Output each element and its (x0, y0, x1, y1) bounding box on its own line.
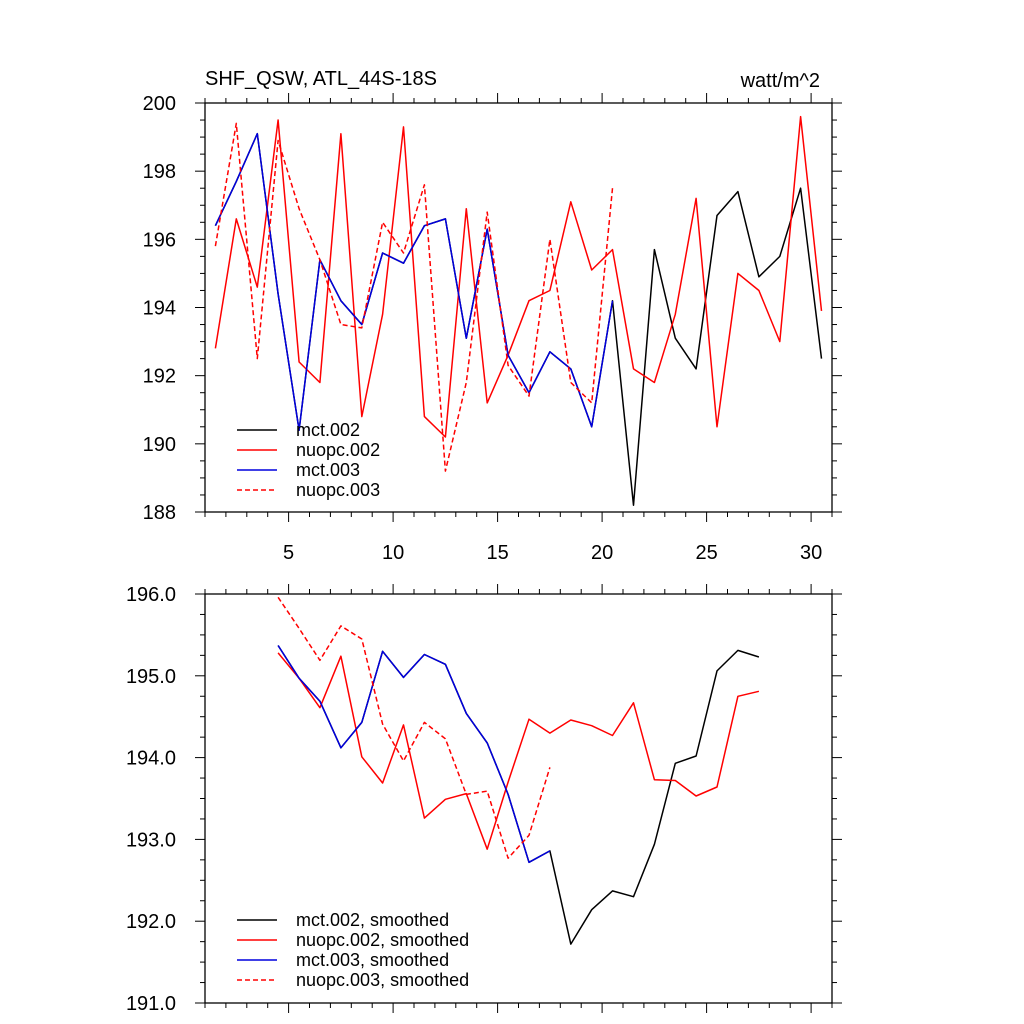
x-tick-label: 25 (695, 542, 717, 564)
top-panel-raw-series: 5 10 15 20 25 30 188 190 192 194 196 198 200 SHF_QSW,… (143, 68, 842, 564)
y-tick-label: 192.0 (126, 911, 176, 933)
x-tick-label: 5 (283, 542, 294, 564)
legend-label: mct.003, smoothed (296, 950, 449, 970)
y-tick-label: 194.0 (126, 748, 176, 770)
y-tick-label: 200 (143, 93, 176, 115)
y-tick-label: 196.0 (126, 584, 176, 606)
y-tick-label: 191.0 (126, 993, 176, 1015)
legend-label: mct.002 (296, 420, 360, 440)
y-tick-label: 192 (143, 366, 176, 388)
legend-label: mct.003 (296, 460, 360, 480)
series-line-nuopc-003 (214, 122, 614, 472)
y-tick-label: 195.0 (126, 666, 176, 688)
y-tick-label: 193.0 (126, 829, 176, 851)
legend-label: nuopc.002, smoothed (296, 930, 469, 950)
y-tick-label: 194 (143, 298, 176, 320)
y-tick-label: 196 (143, 229, 176, 251)
legend-label: nuopc.003 (296, 480, 380, 500)
legend-label: nuopc.002 (296, 440, 380, 460)
x-tick-label: 15 (486, 542, 508, 564)
series-line-nuopc-003-smoothed (277, 596, 551, 859)
units-label: watt/m^2 (740, 70, 820, 92)
series-line-mct-003 (214, 132, 614, 431)
y-tick-label: 188 (143, 502, 176, 524)
series-line-nuopc-002 (214, 115, 823, 438)
series-line-mct-002-smoothed (277, 645, 760, 945)
y-tick-label: 198 (143, 161, 176, 183)
series-line-nuopc-002-smoothed (277, 652, 760, 850)
series-line-mct-003-smoothed (277, 645, 551, 864)
x-tick-label: 10 (382, 542, 404, 564)
bottom-panel-smoothed-series: 191.0 192.0 193.0 194.0 195.0 196.0 mct.002, s… (126, 584, 842, 1015)
legend-label: mct.002, smoothed (296, 910, 449, 930)
y-tick-label: 190 (143, 434, 176, 456)
x-tick-label: 20 (591, 542, 613, 564)
legend-label: nuopc.003, smoothed (296, 970, 469, 990)
x-tick-label: 30 (800, 542, 822, 564)
chart-title: SHF_QSW, ATL_44S-18S (205, 68, 437, 90)
